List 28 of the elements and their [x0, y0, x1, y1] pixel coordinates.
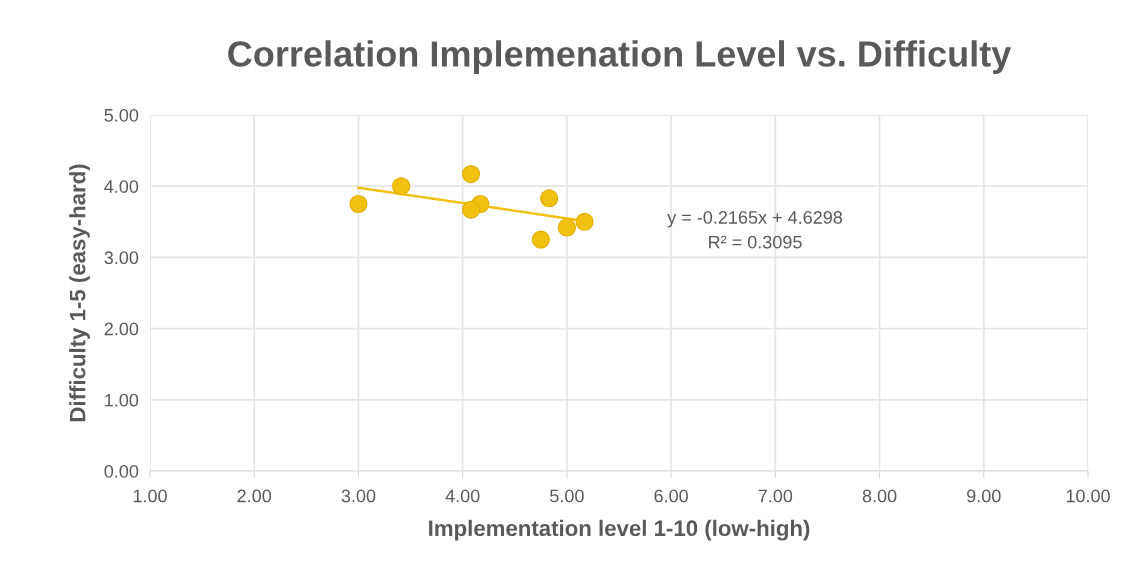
x-tick-label: 7.00: [758, 489, 793, 503]
point: [461, 165, 481, 184]
x-tick-label: 9.00: [967, 489, 1001, 503]
x-tick-label: 10.00: [1066, 489, 1110, 503]
chart-title: Correlation Implemenation Level vs. Difficulty: [228, 40, 1012, 74]
point: [461, 200, 481, 219]
x-axis-title: Implementation level 1-10 (low-high): [429, 519, 810, 541]
x-tick-label: 6.00: [654, 489, 688, 503]
point: [540, 189, 559, 208]
y-tick-label: 0.00: [104, 464, 139, 478]
x-tick-label: 8.00: [862, 489, 897, 503]
point: [575, 212, 594, 231]
x-tick-label: 4.00: [445, 489, 480, 503]
point: [557, 218, 576, 237]
annotation: y = -0.2165x + 4.6298 R² = 0.3095: [667, 211, 843, 249]
y-tick-label: 4.00: [104, 180, 139, 193]
point: [531, 230, 550, 249]
x-tick-label: 1.00: [133, 489, 167, 503]
y-tick-label: 5.00: [104, 108, 139, 122]
point: [349, 194, 368, 214]
y-tick-label: 2.00: [104, 322, 139, 336]
y-tick-label: 3.00: [104, 251, 139, 265]
y-tick-label: 1.00: [105, 393, 139, 407]
point: [392, 177, 411, 196]
x-tick-label: 5.00: [550, 489, 584, 503]
x-tick-label: 3.00: [341, 489, 376, 503]
x-tick-label: 2.00: [237, 489, 272, 503]
y-axis-title: Difficulty 1-5 (easy-hard): [69, 164, 90, 422]
